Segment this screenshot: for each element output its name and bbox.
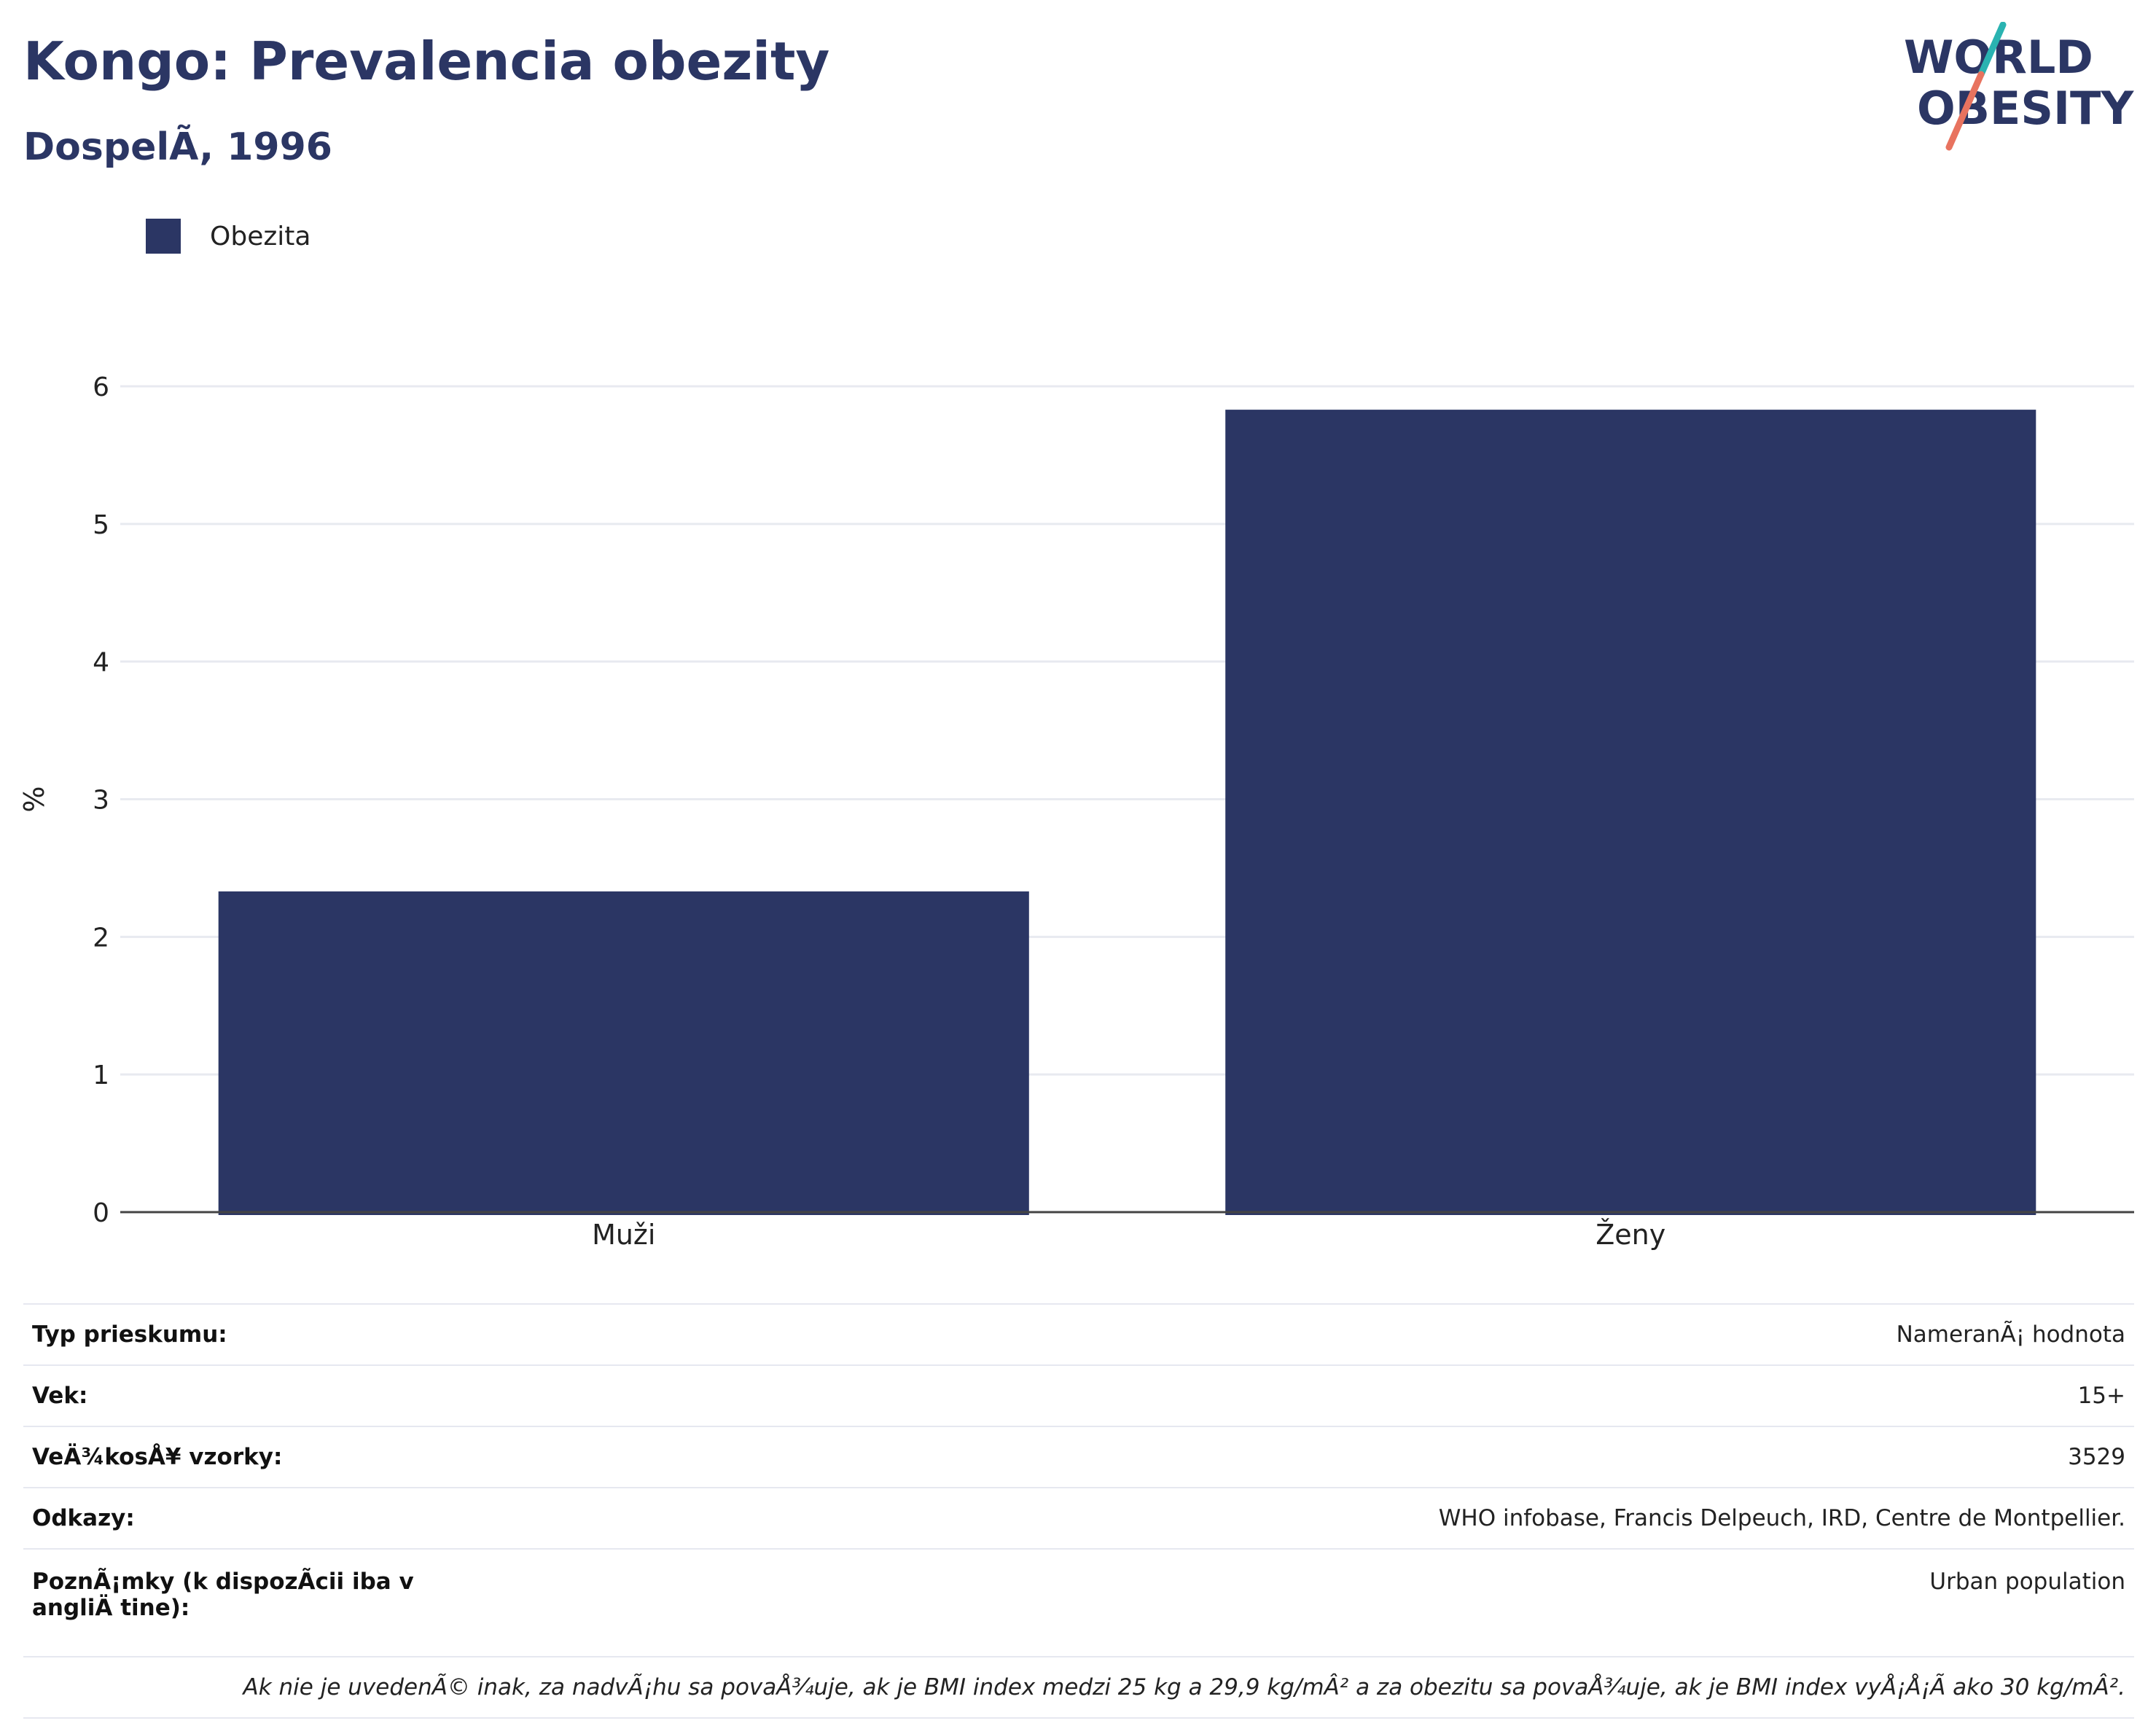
- info-row-sample-size: VeÄ¾kosÅ¥ vzorky: 3529: [23, 1426, 2134, 1488]
- page-subtitle: DospelÃ, 1996: [23, 125, 332, 169]
- info-value: Urban population: [507, 1548, 2134, 1657]
- y-tick-label: 0: [93, 1198, 109, 1228]
- info-value: NameranÃ¡ hodnota: [507, 1303, 2134, 1365]
- info-row-notes: PoznÃ¡mky (k dispozÃcii iba v angliÄ tin…: [23, 1548, 2134, 1657]
- info-row-survey-type: Typ prieskumu: NameranÃ¡ hodnota: [23, 1303, 2134, 1365]
- info-label: Typ prieskumu:: [23, 1303, 507, 1365]
- info-row-references: Odkazy: WHO infobase, Francis Delpeuch, …: [23, 1487, 2134, 1549]
- logo-line2: OBESITY: [1917, 82, 2134, 135]
- info-label: Odkazy:: [23, 1487, 507, 1549]
- bar-women: [1225, 410, 2036, 1215]
- y-axis-label: %: [18, 786, 50, 812]
- info-label: VeÄ¾kosÅ¥ vzorky:: [23, 1426, 507, 1488]
- info-label: Vek:: [23, 1364, 507, 1426]
- y-tick-label: 2: [93, 923, 109, 953]
- page-title: Kongo: Prevalencia obezity: [23, 31, 830, 92]
- legend-label: Obezita: [210, 221, 311, 251]
- y-tick-label: 1: [93, 1061, 109, 1090]
- y-tick-label: 4: [93, 648, 109, 678]
- info-label: PoznÃ¡mky (k dispozÃcii iba v angliÄ tin…: [23, 1548, 507, 1657]
- x-tick-label: Ženy: [1595, 1219, 1665, 1251]
- bar-men: [218, 891, 1029, 1215]
- info-row-age: Vek: 15+: [23, 1364, 2134, 1426]
- info-value: 3529: [507, 1426, 2134, 1488]
- logo-slash-teal: [1977, 22, 2007, 78]
- bmi-footnote: Ak nie je uvedenÃ© inak, za nadvÃ¡hu sa …: [23, 1656, 2134, 1719]
- y-tick-label: 5: [93, 510, 109, 540]
- y-tick-label: 3: [93, 786, 109, 816]
- world-obesity-logo: WORLD OBESITY: [1904, 22, 2134, 151]
- survey-info-table: Typ prieskumu: NameranÃ¡ hodnota Vek: 15…: [23, 1303, 2134, 1719]
- x-tick-label: Muži: [592, 1219, 655, 1251]
- info-value: WHO infobase, Francis Delpeuch, IRD, Cen…: [507, 1487, 2134, 1549]
- y-tick-labels: 0 1 2 3 4 5 6: [93, 372, 109, 1228]
- y-tick-label: 6: [93, 372, 109, 402]
- logo-slash-coral: [1945, 71, 1985, 151]
- info-row-footnote: Ak nie je uvedenÃ© inak, za nadvÃ¡hu sa …: [23, 1656, 2134, 1719]
- x-tick-labels: Muži Ženy: [592, 1219, 1665, 1251]
- chart-legend: Obezita: [146, 219, 310, 254]
- legend-swatch: [146, 219, 181, 254]
- bars: [218, 410, 2036, 1215]
- info-value: 15+: [507, 1364, 2134, 1426]
- bar-chart: 0 1 2 3 4 5 6 Muži Ženy %: [18, 372, 2134, 1251]
